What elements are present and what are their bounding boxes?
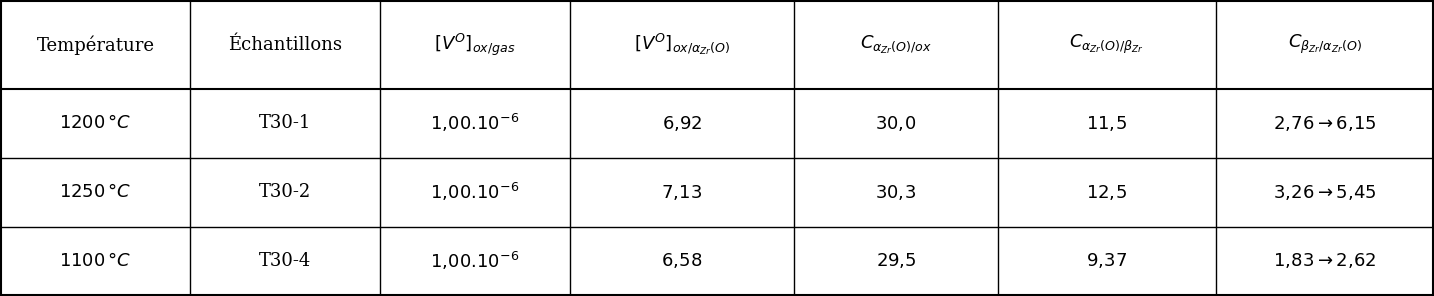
Text: $3,\!26 \rightarrow 5,\!45$: $3,\!26 \rightarrow 5,\!45$ <box>1272 183 1377 202</box>
Text: $1,\!00.10^{-6}$: $1,\!00.10^{-6}$ <box>430 181 519 203</box>
Text: $29,\!5$: $29,\!5$ <box>876 251 916 271</box>
Text: $C_{\alpha_{Zr}(O)/ox}$: $C_{\alpha_{Zr}(O)/ox}$ <box>860 34 932 56</box>
Text: $1,\!00.10^{-6}$: $1,\!00.10^{-6}$ <box>430 250 519 272</box>
Text: $[V^O]_{ox/gas}$: $[V^O]_{ox/gas}$ <box>435 32 516 58</box>
Text: $7,\!13$: $7,\!13$ <box>661 183 703 202</box>
Text: $6,\!58$: $6,\!58$ <box>661 251 703 271</box>
Text: $1250\,°C$: $1250\,°C$ <box>59 183 132 201</box>
Text: $1,\!83 \rightarrow 2,\!62$: $1,\!83 \rightarrow 2,\!62$ <box>1272 251 1377 271</box>
Text: $30,\!3$: $30,\!3$ <box>876 183 916 202</box>
Text: $1200\,°C$: $1200\,°C$ <box>59 115 132 132</box>
Text: $C_{\alpha_{Zr}(O)/\beta_{Zr}}$: $C_{\alpha_{Zr}(O)/\beta_{Zr}}$ <box>1070 33 1144 57</box>
Text: $6,\!92$: $6,\!92$ <box>661 114 703 133</box>
Text: $C_{\beta_{Zr}/\alpha_{Zr}(O)}$: $C_{\beta_{Zr}/\alpha_{Zr}(O)}$ <box>1288 33 1361 57</box>
Text: $[V^O]_{ox/\alpha_{Zr}(O)}$: $[V^O]_{ox/\alpha_{Zr}(O)}$ <box>634 32 730 57</box>
Text: T30-1: T30-1 <box>260 115 311 132</box>
Text: T30-2: T30-2 <box>260 183 311 201</box>
Text: $11,\!5$: $11,\!5$ <box>1086 114 1127 133</box>
Text: $30,\!0$: $30,\!0$ <box>875 114 916 133</box>
Text: Échantillons: Échantillons <box>228 36 343 54</box>
Text: T30-4: T30-4 <box>260 252 311 270</box>
Text: $1,\!00.10^{-6}$: $1,\!00.10^{-6}$ <box>430 112 519 134</box>
Text: $1100\,°C$: $1100\,°C$ <box>59 252 132 270</box>
Text: $12,\!5$: $12,\!5$ <box>1086 183 1127 202</box>
Text: $2,\!76 \rightarrow 6,\!15$: $2,\!76 \rightarrow 6,\!15$ <box>1272 114 1377 133</box>
Text: $9,\!37$: $9,\!37$ <box>1086 251 1127 271</box>
Text: Température: Température <box>36 35 155 55</box>
